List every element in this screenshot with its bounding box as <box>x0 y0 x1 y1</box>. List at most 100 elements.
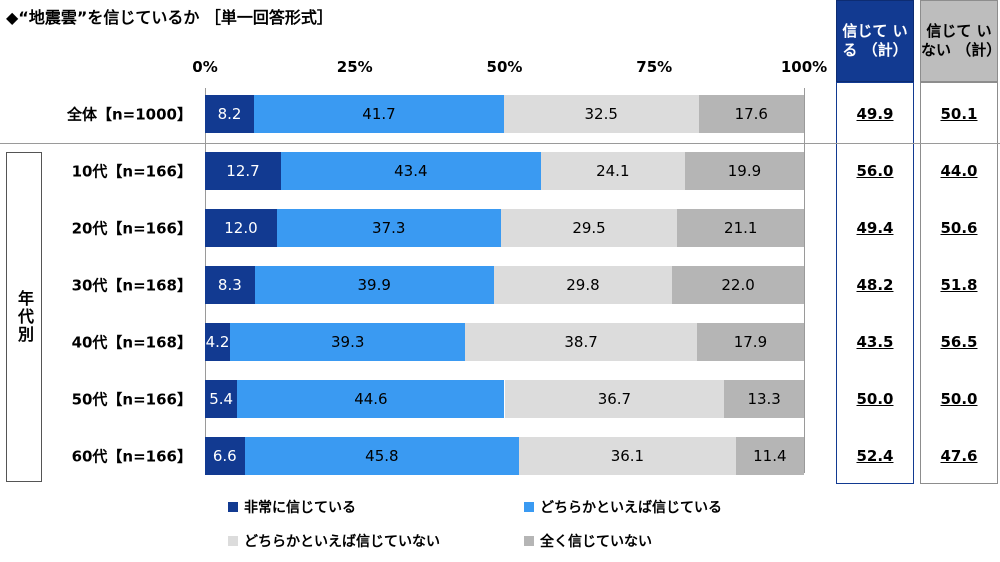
data-label: 17.6 <box>734 105 768 123</box>
legend-swatch <box>228 536 238 546</box>
data-label: 32.5 <box>584 105 618 123</box>
bar-segment: 37.3 <box>276 209 501 247</box>
not-believe-total-column-frame <box>920 82 998 484</box>
bar-segment: 17.9 <box>696 323 804 361</box>
not-believe-total-header: 信じて いない （計） <box>920 0 1000 82</box>
bar-segment: 4.2 <box>205 323 231 361</box>
bar-segment: 43.4 <box>280 152 541 190</box>
data-label: 8.2 <box>217 105 242 123</box>
row-label: 10代【n=166】 <box>71 162 192 181</box>
data-label: 12.0 <box>224 219 258 237</box>
data-label: 24.1 <box>596 162 630 180</box>
bar-segment: 5.4 <box>205 380 238 418</box>
bar-segment: 45.8 <box>244 437 520 475</box>
legend-item: どちらかといえば信じている <box>524 497 722 517</box>
bar-segment: 12.0 <box>205 209 277 247</box>
data-label: 37.3 <box>372 219 406 237</box>
data-label: 13.3 <box>747 390 781 408</box>
bar-segment: 39.9 <box>254 266 494 304</box>
data-label: 22.0 <box>721 276 755 294</box>
legend-label: どちらかといえば信じている <box>540 500 722 516</box>
data-label: 39.3 <box>331 333 365 351</box>
row-label: 30代【n=168】 <box>71 276 192 295</box>
legend-item: 非常に信じている <box>228 497 356 517</box>
age-group-label: 年代別 <box>15 290 34 344</box>
believe-total-value: 56.0 <box>856 162 894 180</box>
data-label: 17.9 <box>733 333 768 351</box>
data-label: 44.6 <box>354 390 388 408</box>
not-believe-total-value: 44.0 <box>940 162 978 180</box>
x-tick-label: 75% <box>636 58 673 76</box>
legend-label: どちらかといえば信じていない <box>244 534 440 550</box>
legend-swatch <box>228 502 238 512</box>
believe-total-header: 信じて いる （計） <box>836 0 914 82</box>
not-believe-total-value: 50.1 <box>940 105 978 123</box>
believe-total-value: 43.5 <box>856 333 894 351</box>
bar-segment: 29.8 <box>493 266 673 304</box>
bar-segment: 19.9 <box>684 152 804 190</box>
legend-item: どちらかといえば信じていない <box>228 531 440 551</box>
data-label: 29.8 <box>566 276 600 294</box>
bar-segment: 11.4 <box>735 437 804 475</box>
chart-title: ◆“地震雲”を信じているか ［単一回答形式］ <box>6 8 333 27</box>
legend-swatch <box>524 502 534 512</box>
bar-segment: 41.7 <box>254 95 504 133</box>
data-label: 36.1 <box>610 447 645 465</box>
row-label: 40代【n=168】 <box>71 333 192 352</box>
data-label: 19.9 <box>727 162 762 180</box>
believe-total-value: 50.0 <box>856 390 894 408</box>
data-label: 5.4 <box>209 390 234 408</box>
row-label: 20代【n=166】 <box>71 219 192 238</box>
data-label: 45.8 <box>365 447 399 465</box>
legend-label: 全く信じていない <box>540 534 652 550</box>
not-believe-total-value: 50.0 <box>940 390 978 408</box>
bar-segment: 32.5 <box>503 95 699 133</box>
row-label: 60代【n=166】 <box>71 447 192 466</box>
bar-segment: 8.3 <box>205 266 255 304</box>
bar-segment: 38.7 <box>465 323 697 361</box>
x-tick-label: 100% <box>780 58 828 76</box>
not-believe-total-value: 50.6 <box>940 219 978 237</box>
bar-segment: 24.1 <box>540 152 685 190</box>
legend-item: 全く信じていない <box>524 531 652 551</box>
x-tick-label: 0% <box>192 58 218 76</box>
x-tick-label: 50% <box>486 58 523 76</box>
bar-segment: 8.2 <box>205 95 255 133</box>
bar-segment: 13.3 <box>724 380 804 418</box>
age-group-box: 年代別 <box>6 152 42 482</box>
data-label: 41.7 <box>362 105 396 123</box>
believe-total-value: 52.4 <box>856 447 894 465</box>
bar-segment: 17.6 <box>698 95 804 133</box>
data-label: 36.7 <box>597 390 632 408</box>
bar-segment: 29.5 <box>500 209 678 247</box>
bar-segment: 12.7 <box>205 152 281 190</box>
data-label: 43.4 <box>394 162 428 180</box>
bar-segment: 39.3 <box>230 323 466 361</box>
axis-line-right <box>804 88 805 473</box>
believe-total-value: 49.4 <box>856 219 894 237</box>
bar-segment: 22.0 <box>672 266 804 304</box>
data-label: 4.2 <box>205 333 230 351</box>
data-label: 8.3 <box>217 276 242 294</box>
data-label: 39.9 <box>357 276 391 294</box>
data-label: 29.5 <box>572 219 606 237</box>
not-believe-total-value: 56.5 <box>940 333 978 351</box>
bar-segment: 6.6 <box>205 437 245 475</box>
data-label: 21.1 <box>724 219 758 237</box>
row-label: 50代【n=166】 <box>71 390 192 409</box>
believe-total-value: 48.2 <box>856 276 894 294</box>
bar-segment: 36.1 <box>519 437 736 475</box>
believe-total-value: 49.9 <box>856 105 894 123</box>
believe-total-column-frame <box>836 82 914 484</box>
data-label: 38.7 <box>564 333 598 351</box>
row-label: 全体【n=1000】 <box>67 105 192 124</box>
bar-segment: 44.6 <box>237 380 505 418</box>
legend-swatch <box>524 536 534 546</box>
not-believe-total-value: 51.8 <box>940 276 978 294</box>
total-separator-line <box>0 143 1000 144</box>
bar-segment: 21.1 <box>677 209 804 247</box>
bar-segment: 36.7 <box>504 380 725 418</box>
x-tick-label: 25% <box>336 58 373 76</box>
data-label: 12.7 <box>226 162 260 180</box>
data-label: 11.4 <box>753 447 787 465</box>
